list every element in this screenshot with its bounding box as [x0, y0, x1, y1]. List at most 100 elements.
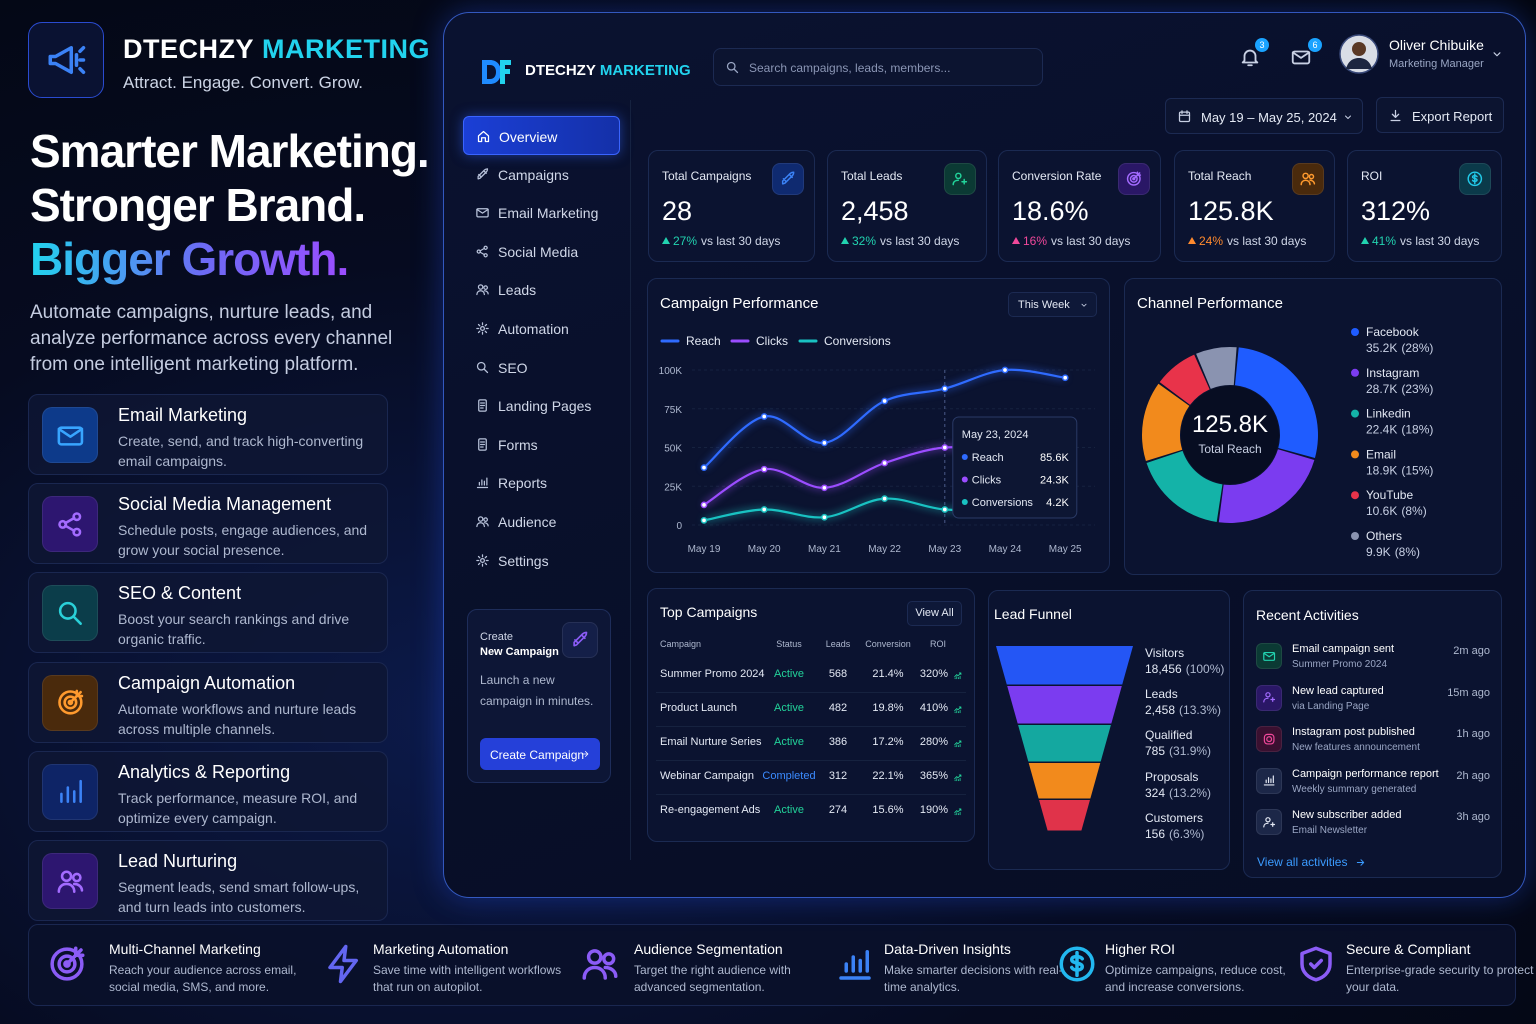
- icon: [1256, 684, 1282, 711]
- icon-glyph: [57, 426, 83, 446]
- icon-glyph: [1263, 816, 1275, 828]
- nav-item[interactable]: Automation: [463, 309, 620, 348]
- icon: [953, 806, 963, 816]
- icon: [1256, 643, 1282, 669]
- nav-item[interactable]: Leads: [463, 270, 620, 309]
- nav-item[interactable]: Forms: [463, 425, 620, 464]
- funnel-stage-name: Visitors: [1145, 646, 1185, 660]
- nav-item[interactable]: SEO: [463, 348, 620, 387]
- funnel-share: (31.9%): [1169, 744, 1212, 759]
- table-cell: Status: [776, 639, 802, 649]
- nav-item[interactable]: Campaigns: [463, 155, 620, 194]
- icon: [1342, 111, 1354, 123]
- icon: [476, 129, 491, 144]
- feature-title: SEO & Content: [118, 583, 242, 604]
- icon[interactable]: [1239, 46, 1261, 68]
- funnel-stage-name: Proposals: [1145, 769, 1199, 784]
- icon-shape: [1178, 110, 1191, 116]
- nav-item[interactable]: Audience: [463, 502, 620, 541]
- icon-shape: [477, 284, 484, 291]
- avatar: [1339, 34, 1379, 74]
- icon-shape: [57, 882, 83, 893]
- export-button[interactable]: Export Report: [1376, 97, 1504, 133]
- icon-glyph: [476, 322, 489, 335]
- table-cell: 312: [828, 770, 848, 782]
- feature-text: Segment leads, send smart follow-ups, an…: [118, 879, 360, 915]
- table-cell: 320%: [919, 668, 949, 680]
- icon-glyph: [952, 172, 968, 186]
- icon-shape: [48, 46, 86, 74]
- nav-label: Settings: [498, 552, 549, 569]
- icon-glyph: [476, 245, 488, 258]
- icon-glyph: [476, 284, 489, 296]
- icon-glyph: [954, 672, 962, 680]
- kpi-label: Conversion Rate: [1012, 169, 1102, 183]
- feature-card: Lead Nurturing Segment leads, send smart …: [28, 840, 388, 921]
- icon-shape: [71, 511, 81, 521]
- icon-glyph: [1263, 733, 1275, 745]
- top-campaigns-card: [647, 588, 975, 842]
- funnel-share: (6.3%): [1169, 826, 1205, 841]
- kpi-change-period: vs last 30 days: [880, 234, 960, 248]
- highlight-text: Enterprise-grade security to protect you…: [1346, 963, 1534, 994]
- icon-shape: [954, 774, 962, 782]
- icon: [1459, 163, 1491, 195]
- icon-shape: [1291, 51, 1311, 59]
- date-range-button[interactable]: May 19 – May 25, 2024: [1165, 98, 1363, 134]
- icon-shape: [1263, 775, 1275, 786]
- icon: [1292, 163, 1324, 195]
- activity-subtitle: Email Newsletter: [1292, 825, 1368, 836]
- icon[interactable]: [1290, 46, 1312, 68]
- activity-time: 15m ago: [1447, 686, 1490, 699]
- period-dropdown[interactable]: This Week: [1008, 292, 1097, 317]
- icon: [944, 163, 976, 195]
- funnel-stage-name: Customers: [1145, 810, 1204, 825]
- icon: [475, 244, 490, 259]
- funnel-stage-value: 2,458 (13.3%): [1145, 703, 1221, 717]
- activity-subtitle: Weekly summary generated: [1292, 783, 1417, 795]
- view-all-button[interactable]: View All: [907, 601, 962, 626]
- icon: [953, 670, 963, 680]
- icon: [42, 674, 98, 731]
- icon-shape: [733, 68, 739, 74]
- kpi-value: 312%: [1361, 196, 1431, 226]
- highlight-text: Target the right audience with advanced …: [634, 963, 791, 994]
- nav-item[interactable]: Landing Pages: [463, 386, 620, 425]
- icon: [475, 398, 490, 413]
- campaign-cell: Campaign: [660, 639, 702, 649]
- icon-shape: [71, 527, 81, 537]
- activity-title: Campaign performance report: [1292, 767, 1439, 780]
- kpi-change: 24% vs last 30 days: [1199, 234, 1306, 248]
- nav-item[interactable]: Settings: [463, 541, 620, 580]
- icon-shape: [955, 172, 962, 180]
- icon-shape: [476, 249, 481, 254]
- feature-text: Create, send, and track high-converting …: [118, 433, 364, 469]
- icon-shape: [1127, 172, 1141, 186]
- logo-name: DTECHZY MARKETING: [525, 62, 691, 79]
- funnel-value: 785: [1145, 744, 1166, 759]
- highlight-text: Reach your audience across email, social…: [109, 963, 297, 994]
- promo-button[interactable]: Create Campaign: [480, 738, 600, 770]
- icon: [834, 943, 876, 985]
- nav-item[interactable]: Social Media: [463, 232, 620, 271]
- icon-glyph: [59, 780, 82, 804]
- icon-glyph: [1493, 52, 1501, 57]
- nav-item[interactable]: Email Marketing: [463, 193, 620, 232]
- icon-shape: [1263, 733, 1275, 745]
- table-cell: 568: [828, 668, 848, 680]
- highlight-title: Higher ROI: [1105, 941, 1176, 957]
- icon-shape: [952, 179, 968, 186]
- table-cell: Active: [774, 668, 804, 680]
- icon-glyph: [1263, 775, 1275, 786]
- icon-shape: [480, 441, 485, 448]
- nav-item[interactable]: Reports: [463, 463, 620, 502]
- icon: [475, 514, 490, 529]
- icon-shape: [483, 252, 488, 258]
- highlight-title: Audience Segmentation: [634, 941, 783, 957]
- feature-title: Campaign Automation: [118, 672, 296, 693]
- view-all-activities[interactable]: View all activities: [1257, 855, 1347, 869]
- kpi-change-value: 32%: [852, 234, 877, 248]
- search-box[interactable]: Search campaigns, leads, members...: [713, 48, 1043, 86]
- nav-item[interactable]: Overview: [463, 116, 620, 155]
- icon-glyph: [1263, 692, 1275, 703]
